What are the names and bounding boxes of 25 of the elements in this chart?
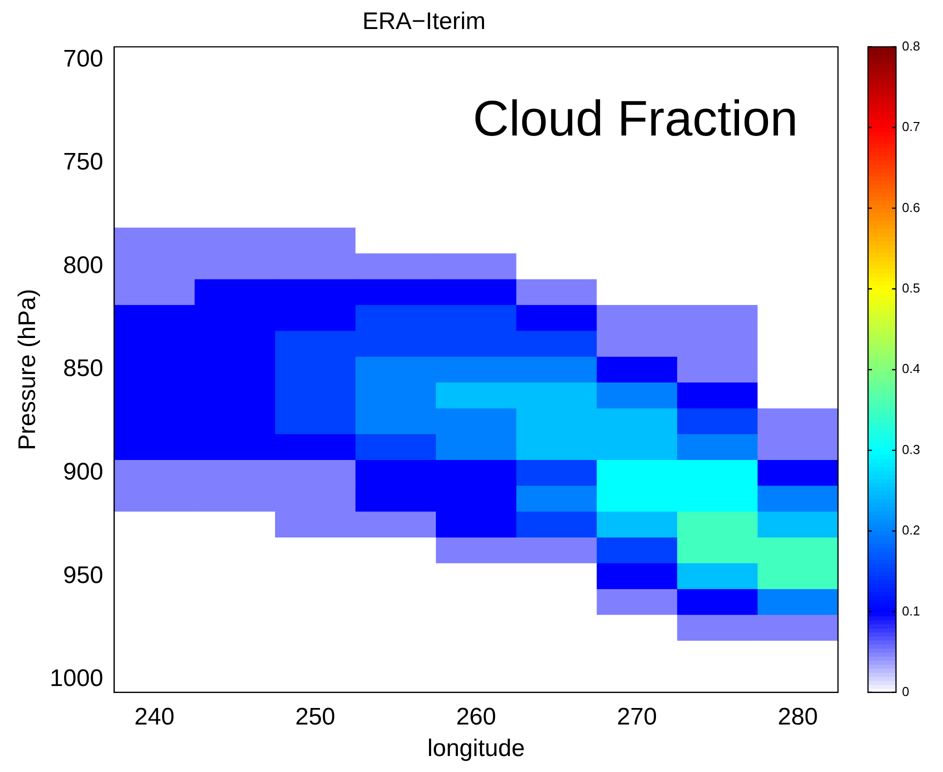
y-tick-label: 1000 [50,665,104,692]
y-tick-label: 700 [63,45,104,72]
color-bar-label: 0.6 [902,200,920,215]
chart-title: ERA−Iterim [362,8,486,36]
color-bar-label: 0.8 [902,38,920,54]
color-bar-label: 0.4 [902,361,920,376]
color-bar-label: 0.1 [902,603,920,618]
x-tick-label: 280 [778,703,818,730]
color-bar-label: 0.5 [902,280,920,296]
color-bar-label: 0 [902,684,910,699]
x-tick-label: 240 [134,703,174,730]
x-tick-label: 270 [616,703,657,730]
color-bar-label: 0.3 [902,442,920,457]
y-tick-label: 850 [63,355,104,382]
y-tick-label: 750 [63,148,104,176]
y-tick-label: 800 [63,252,104,279]
x-tick-label: 250 [295,703,336,730]
y-tick-label: 900 [63,458,104,486]
y-axis-title: Pressure (hPa) [14,288,42,450]
x-tick-label: 260 [456,703,496,730]
y-tick-label: 950 [63,562,104,589]
color-bar-label: 0.2 [902,522,920,538]
x-axis-title: longitude [427,735,525,762]
annotation: Cloud Fraction [472,90,798,147]
color-bar-label: 0.7 [902,119,920,134]
